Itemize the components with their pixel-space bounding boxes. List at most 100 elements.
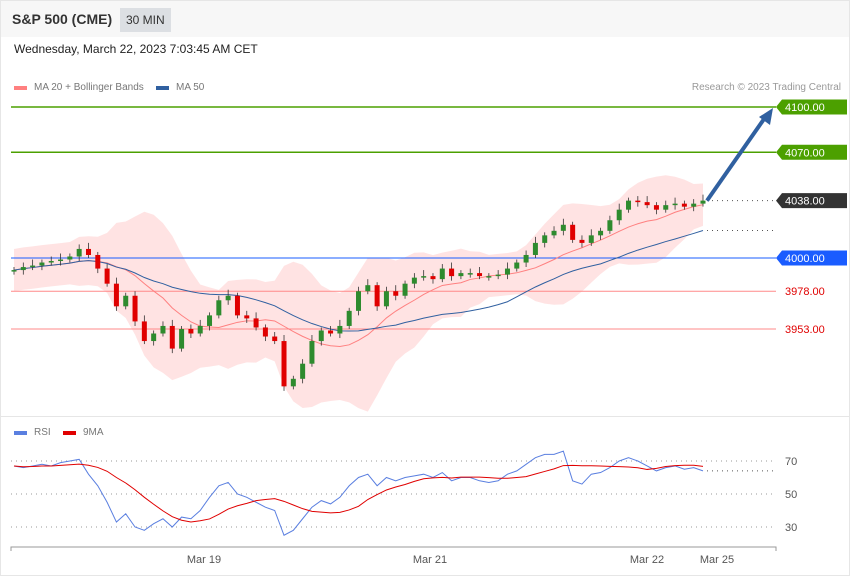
candle-body <box>551 230 557 236</box>
x-tick-label: Mar 25 <box>700 554 734 566</box>
panel-divider <box>1 416 849 417</box>
candle-body <box>300 363 306 379</box>
candle-body <box>365 285 371 292</box>
candle-body <box>39 262 45 266</box>
candle-body <box>48 261 54 263</box>
rsi-tick-50: 50 <box>785 489 797 501</box>
rsi-line <box>13 450 704 536</box>
candle-body <box>20 267 26 271</box>
rsi-tick-30: 30 <box>785 522 797 534</box>
candle-body <box>477 273 483 277</box>
candle-body <box>588 235 594 243</box>
datetime: Wednesday, March 22, 2023 7:03:45 AM CET <box>14 42 258 56</box>
candle-body <box>411 277 417 284</box>
candle-body <box>504 268 510 275</box>
candle-body <box>681 203 687 207</box>
level-label-3978.00: 3978.00 <box>785 286 825 298</box>
rsi-9ma-line <box>13 463 704 523</box>
level-tag-4070.00 <box>776 144 847 160</box>
candle-body <box>244 315 250 319</box>
candle-body <box>272 336 278 342</box>
legend-ma50-label: MA 50 <box>176 82 205 93</box>
candle-body <box>216 300 222 316</box>
timeframe-button[interactable]: 30 MIN <box>120 8 171 32</box>
level-tag-4000.00 <box>776 250 847 266</box>
candle-body <box>514 262 520 269</box>
candle-body <box>607 220 613 231</box>
legend-9ma-label: 9MA <box>83 427 104 438</box>
forecast-arrowhead-icon <box>759 108 773 125</box>
candle-body <box>262 327 268 337</box>
candle-body <box>700 200 706 204</box>
candle-body <box>85 248 91 255</box>
candle-body <box>616 209 622 221</box>
candle-body <box>523 254 529 263</box>
candle-body <box>458 273 464 277</box>
candle-body <box>449 268 455 277</box>
candle-body <box>141 321 147 342</box>
candle-body <box>151 333 157 342</box>
candle-body <box>570 224 576 240</box>
instrument-title: S&P 500 (CME) <box>12 11 113 27</box>
candle-body <box>188 328 194 334</box>
rsi-tick-70: 70 <box>785 456 797 468</box>
legend-ma20-label: MA 20 + Bollinger Bands <box>34 82 144 93</box>
9ma-swatch-icon <box>63 430 76 435</box>
level-label-4038.00: 4038.00 <box>785 196 825 208</box>
candle-body <box>430 276 436 280</box>
candle-body <box>104 268 110 284</box>
candle-body <box>281 341 287 387</box>
candle-body <box>598 230 604 236</box>
x-tick-label: Mar 21 <box>413 554 447 566</box>
forecast-arrow <box>705 117 766 202</box>
legend-ma50: MA 50 <box>156 82 204 93</box>
candle-body <box>318 330 324 342</box>
candle-body <box>346 310 352 326</box>
candle-body <box>123 295 129 307</box>
ma50-line <box>13 230 704 332</box>
credit: Research © 2023 Trading Central <box>691 82 841 93</box>
candle-body <box>337 325 343 334</box>
candle-body <box>113 283 119 307</box>
candle-body <box>328 330 334 334</box>
level-label-4100.00: 4100.00 <box>785 102 825 114</box>
level-label-4000.00: 4000.00 <box>785 253 825 265</box>
candle-body <box>635 200 641 203</box>
candle-body <box>653 205 659 210</box>
candle-body <box>67 256 73 260</box>
x-tick-label: Mar 19 <box>187 554 221 566</box>
ma20-swatch-icon <box>14 85 27 90</box>
legend-rsi-label: RSI <box>34 427 51 438</box>
candle-body <box>374 285 380 307</box>
candle-body <box>309 341 315 364</box>
candle-body <box>132 295 138 322</box>
candle-body <box>197 325 203 334</box>
x-tick-label: Mar 22 <box>630 554 664 566</box>
legend-ma20: MA 20 + Bollinger Bands <box>14 82 144 93</box>
ma20-line <box>13 204 704 347</box>
level-tag-4100.00 <box>776 99 847 115</box>
candle-body <box>393 291 399 296</box>
candle-body <box>579 239 585 243</box>
candle-body <box>290 378 296 387</box>
candle-body <box>672 203 678 206</box>
candle-body <box>169 325 175 349</box>
candle-body <box>532 242 538 255</box>
legend-9ma: 9MA <box>63 427 104 438</box>
candle-body <box>160 325 166 334</box>
candle-body <box>495 274 501 277</box>
candle-body <box>225 295 231 301</box>
candle-body <box>402 283 408 296</box>
candle-body <box>179 328 185 349</box>
candle-body <box>467 273 473 275</box>
candle-body <box>383 291 389 307</box>
candle-body <box>644 202 650 206</box>
candle-body <box>207 315 213 326</box>
candle-body <box>691 203 697 207</box>
candle-body <box>663 205 669 210</box>
candle-body <box>253 318 259 328</box>
candle-body <box>356 291 361 311</box>
candle-body <box>542 235 548 243</box>
